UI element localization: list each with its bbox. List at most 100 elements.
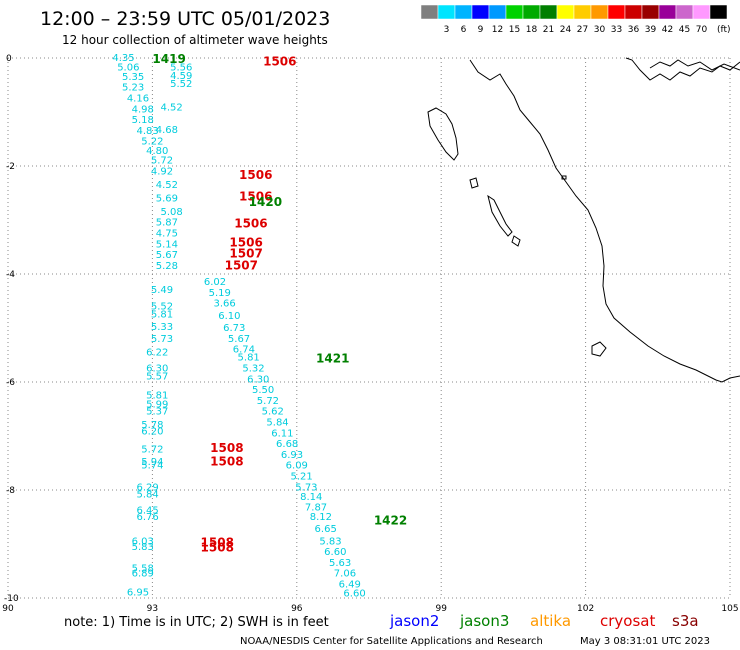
swh-value: 5.58: [132, 563, 154, 574]
swh-value: 5.33: [151, 322, 173, 333]
scale-swatch: [607, 4, 626, 20]
scale-swatch: [590, 4, 609, 20]
swh-value: 6.68: [276, 439, 298, 450]
swh-value: 5.19: [209, 288, 231, 299]
swh-value: 5.21: [290, 472, 312, 483]
swh-value: 5.84: [266, 418, 288, 429]
swh-value: 5.78: [141, 420, 163, 431]
scale-label: 15: [509, 25, 520, 35]
scale-swatch: [692, 4, 711, 20]
swh-value: 8.14: [300, 492, 322, 503]
pass-time-cryosat: 1506: [263, 55, 296, 69]
lat-tick-label: -4: [6, 270, 15, 280]
swh-value: 3.66: [213, 299, 235, 310]
swh-value: 5.81: [146, 391, 168, 402]
coastline-islet: [561, 175, 567, 180]
swh-value: 6.02: [204, 277, 226, 288]
mission-legend: jason2 jason3 altika cryosat s3a: [389, 612, 699, 630]
scale-label: 39: [645, 25, 657, 35]
pass-time-jason3: 1422: [374, 514, 407, 528]
swh-value: 7.06: [334, 569, 356, 580]
scale-label: 33: [611, 25, 622, 35]
coastline-northeast: [649, 59, 740, 71]
swh-value: 5.37: [146, 407, 168, 418]
swh-value: 6.10: [218, 311, 240, 322]
pass-time-cryosat: 1508: [210, 454, 243, 468]
swh-value: 5.81: [238, 353, 260, 364]
scale-swatch: [471, 4, 490, 20]
lon-tick-label: 105: [721, 604, 738, 614]
swh-value: 6.30: [247, 374, 269, 385]
scale-swatch: [488, 4, 507, 20]
swh-value: 6.22: [146, 347, 168, 358]
mission-jason2: jason2: [389, 612, 439, 630]
swh-value: 5.72: [257, 396, 279, 407]
swh-value: 5.14: [156, 239, 178, 250]
coastline-island-small-2: [487, 194, 513, 237]
coastline-island-small-4: [591, 341, 607, 357]
swh-value: 5.69: [156, 193, 178, 204]
swh-value: 5.49: [151, 285, 173, 296]
swh-value: 6.11: [271, 428, 293, 439]
scale-label: 21: [543, 25, 554, 35]
swh-value: 4.98: [132, 104, 154, 115]
pass-time-cryosat: 1508: [201, 535, 234, 549]
lat-tick-label: 0: [6, 54, 12, 64]
scale-swatch: [624, 4, 643, 20]
pass-time-cryosat: 1506: [234, 217, 267, 231]
swh-value: 8.12: [310, 512, 332, 523]
scale-swatch: [573, 4, 592, 20]
scale-label: 24: [560, 25, 572, 35]
swh-value: 4.16: [127, 94, 149, 105]
swh-value: 6.30: [146, 364, 168, 375]
scale-label: 3: [444, 25, 450, 35]
scale-swatch: [709, 4, 728, 20]
swh-value: 5.22: [141, 137, 163, 148]
swh-value: 5.67: [156, 250, 178, 261]
pass-time-cryosat: 1506: [229, 236, 262, 250]
swh-value: 5.72: [141, 445, 163, 456]
swh-value: 6.73: [223, 323, 245, 334]
lat-tick-label: -2: [6, 162, 15, 172]
lat-tick-label: -10: [4, 594, 19, 604]
scale-label: 27: [577, 25, 588, 35]
scale-swatch: [522, 4, 541, 20]
swh-value: 5.56: [170, 63, 192, 74]
lon-tick-label: 102: [577, 604, 594, 614]
pass-time-cryosat: 1508: [210, 441, 243, 455]
pass-time-cryosat: 1506: [239, 168, 272, 182]
swh-value: 4.52: [161, 103, 183, 114]
page-title: 12:00 – 23:59 UTC 05/01/2023: [40, 8, 330, 30]
scale-swatch: [641, 4, 660, 20]
swh-value: 5.52: [151, 301, 173, 312]
swh-value: 4.83: [136, 126, 158, 137]
swh-value: 5.83: [132, 542, 154, 553]
wave-height-color-scale: 3 6 9 12 15 18 21 24 27 30 33 36 39 42 45 70 (ft): [420, 4, 731, 35]
pass-time-cryosat: 1507: [225, 258, 258, 272]
scale-swatch: [505, 4, 524, 20]
scale-swatch: [556, 4, 575, 20]
pass-time-jason3: 1420: [249, 195, 282, 209]
swh-value: 6.74: [233, 345, 255, 356]
pass-time-cryosat: 1506: [239, 190, 272, 204]
coastline-island-small-1: [469, 177, 479, 189]
coastline-mainland: [469, 57, 740, 383]
scale-swatch: [539, 4, 558, 20]
scale-label: 45: [679, 25, 690, 35]
swh-value: 5.81: [151, 310, 173, 321]
footer-note: note: 1) Time is in UTC; 2) SWH is in fe…: [64, 615, 329, 630]
swh-value: 5.08: [161, 207, 183, 218]
swh-value: 6.03: [132, 536, 154, 547]
pass-time-jason3: 1421: [316, 352, 349, 366]
coastline-island-small-3: [511, 235, 521, 247]
coastline-island-large: [427, 107, 459, 161]
scale-label: 70: [696, 25, 708, 35]
footer-credit: NOAA/NESDIS Center for Satellite Applica…: [240, 636, 543, 647]
swh-value: 6.45: [136, 506, 158, 517]
swh-value: 6.09: [286, 461, 308, 472]
swh-value: 6.76: [136, 512, 158, 523]
scale-label: 30: [594, 25, 606, 35]
swh-value: 5.62: [262, 407, 284, 418]
swh-value: 4.92: [151, 166, 173, 177]
